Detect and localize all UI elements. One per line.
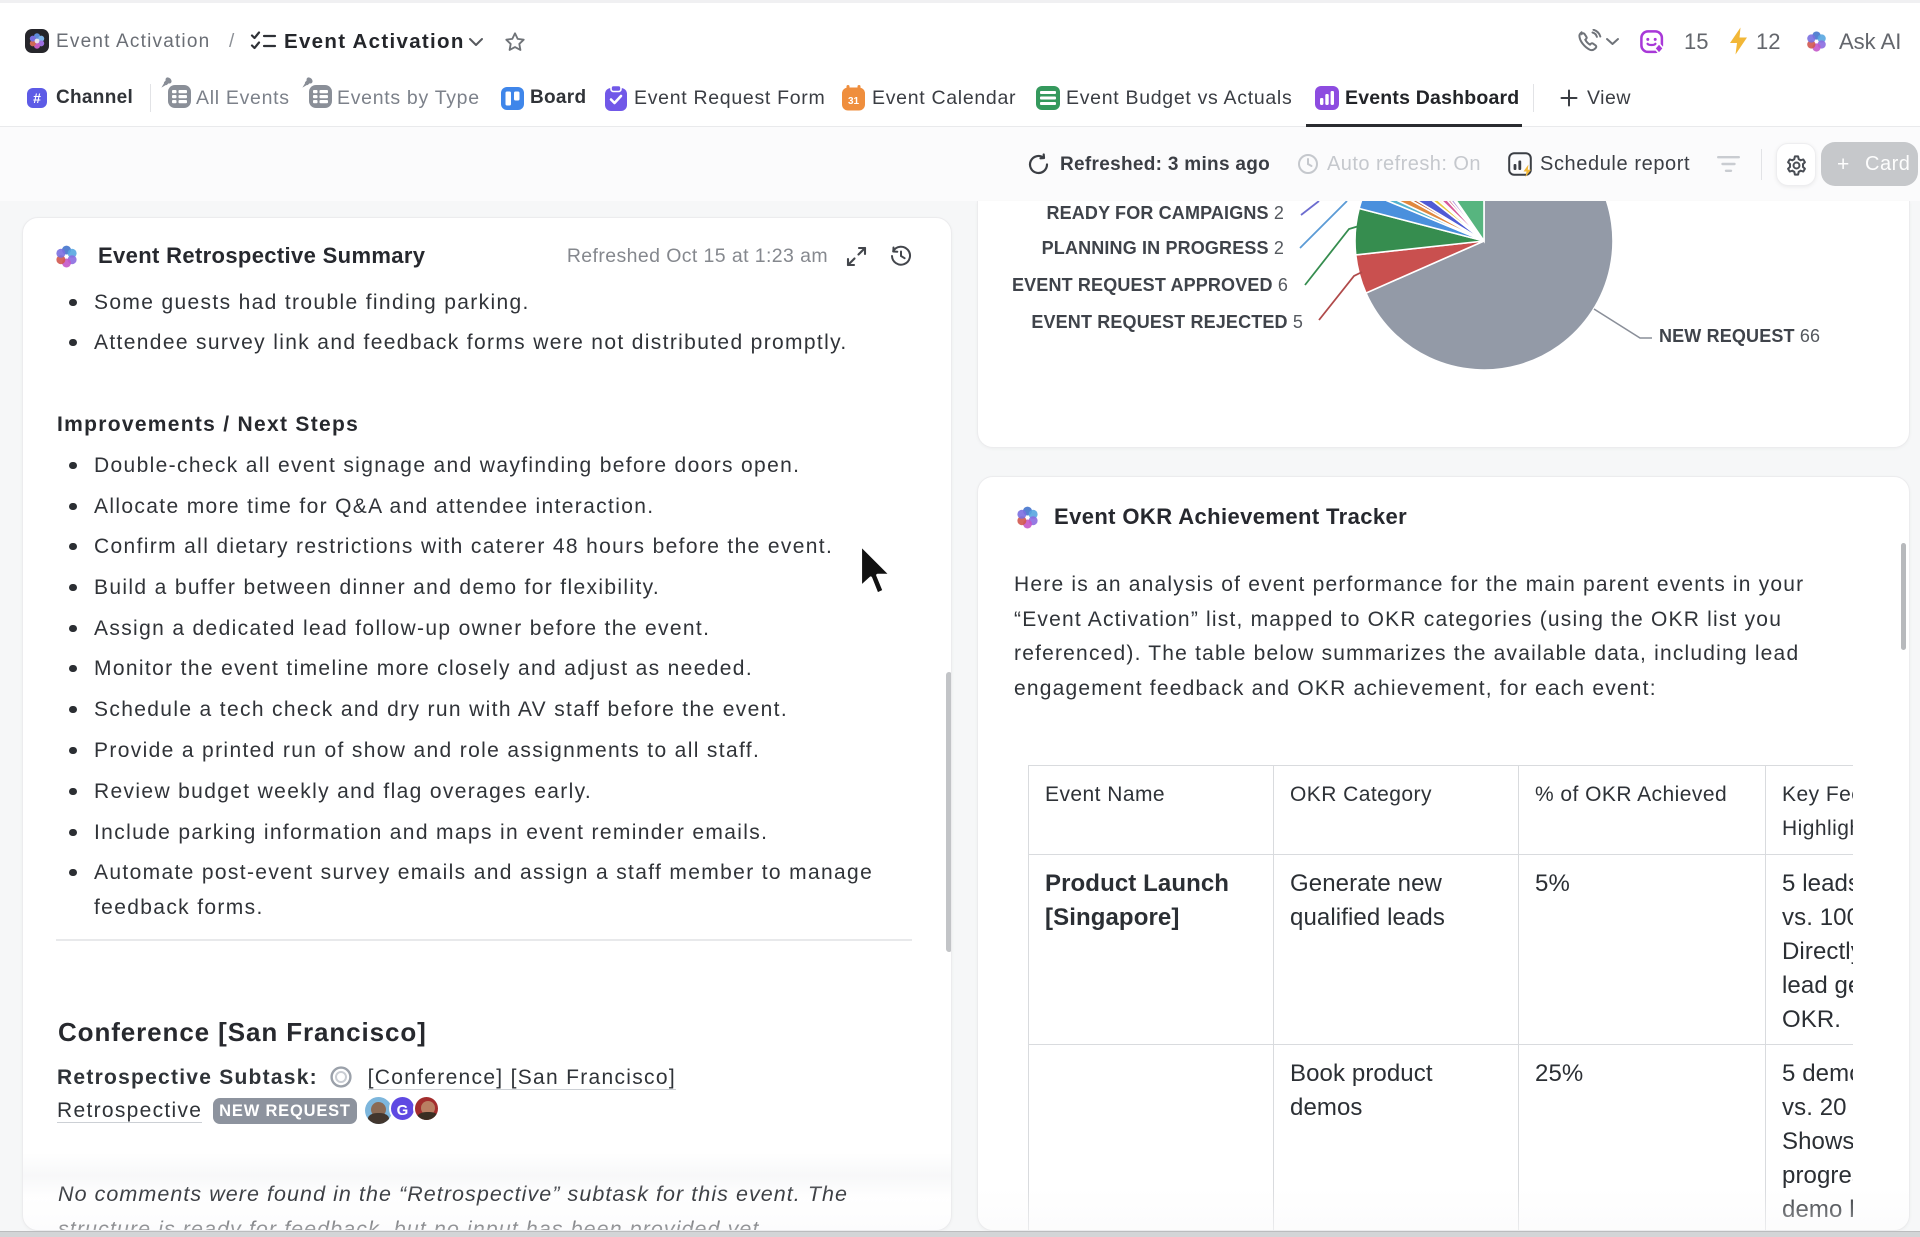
svg-text:31: 31 — [848, 96, 860, 107]
